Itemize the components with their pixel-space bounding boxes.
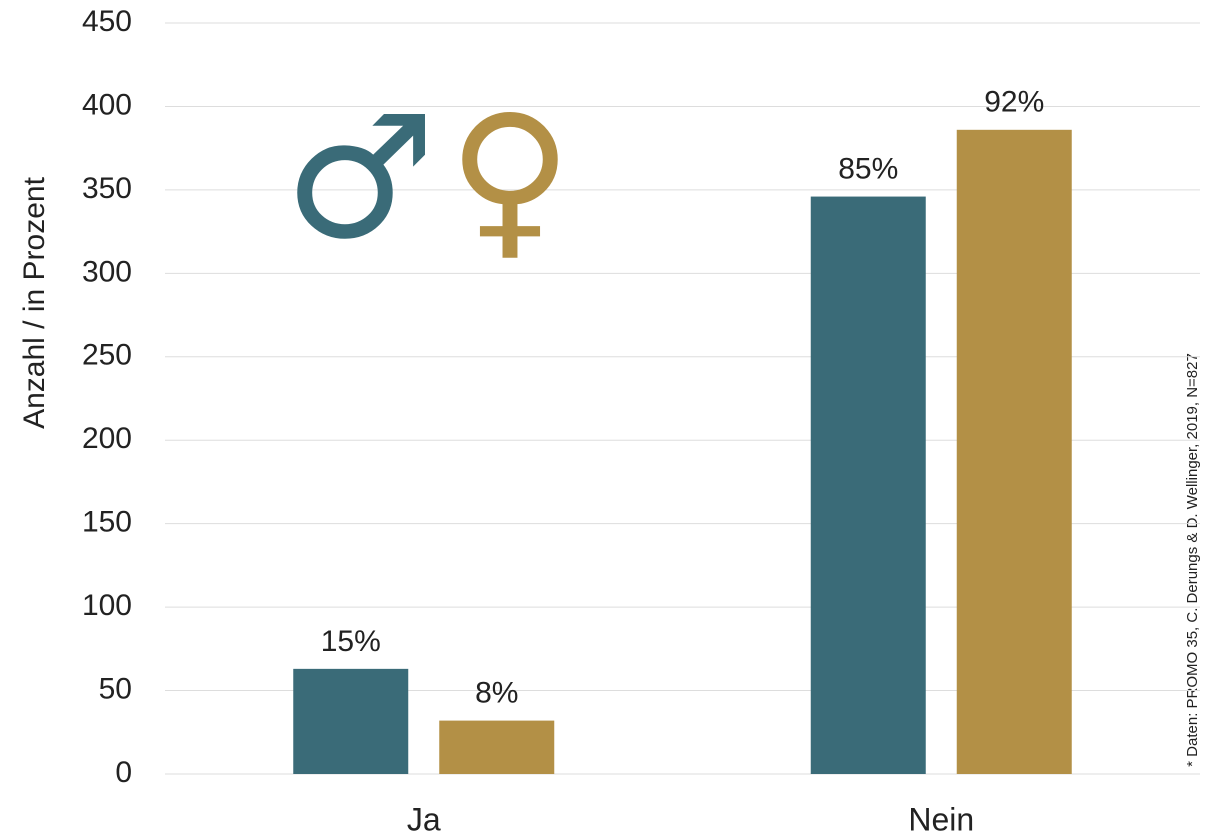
y-tick-label: 300 [82, 255, 132, 288]
y-tick-label: 50 [99, 672, 132, 705]
y-tick-label: 450 [82, 5, 132, 38]
value-label: 92% [984, 86, 1044, 119]
y-tick-label: 100 [82, 589, 132, 622]
source-note: * Daten: PROMO 35, C. Derungs & D. Welli… [1184, 353, 1201, 767]
bar [293, 668, 409, 774]
bar [810, 196, 926, 774]
y-axis-label: Anzahl / in Prozent [18, 176, 51, 428]
y-tick-label: 0 [115, 756, 132, 789]
value-label: 15% [321, 625, 381, 658]
y-tick-label: 400 [82, 88, 132, 121]
y-tick-label: 200 [82, 422, 132, 455]
value-label: 8% [475, 677, 518, 710]
legend-symbol: ♀ [448, 79, 573, 277]
y-tick-label: 350 [82, 172, 132, 205]
x-tick-label: Nein [908, 801, 974, 837]
y-tick-label: 150 [82, 506, 132, 539]
x-tick-label: Ja [407, 801, 441, 837]
legend-symbol: ♂ [284, 79, 436, 277]
bar [439, 720, 555, 774]
value-label: 85% [838, 152, 898, 185]
y-tick-label: 250 [82, 339, 132, 372]
bar [956, 129, 1072, 774]
